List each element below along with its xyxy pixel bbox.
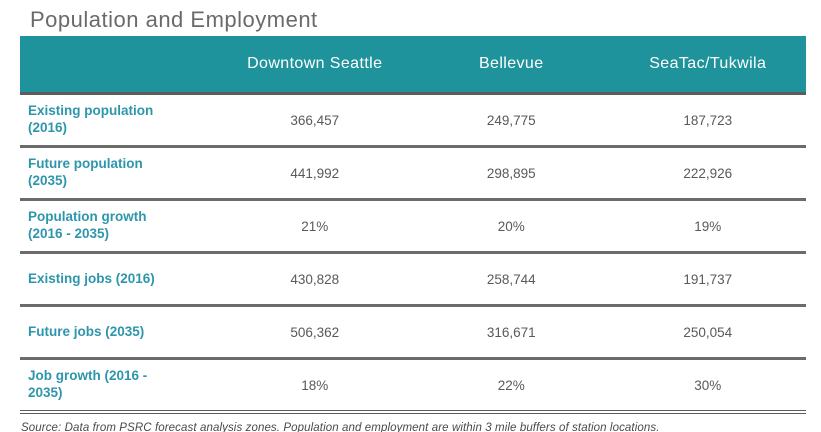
cell-value: 19% xyxy=(609,199,806,254)
population-employment-table: Downtown Seattle Bellevue SeaTac/Tukwila… xyxy=(20,36,806,414)
row-label: Future jobs (2035) xyxy=(20,305,217,360)
table-row: Future population (2035) 441,992 298,895… xyxy=(20,146,806,201)
source-note: Source: Data from PSRC forecast analysis… xyxy=(21,422,660,432)
row-label: Future population (2035) xyxy=(20,146,217,201)
cell-value: 222,926 xyxy=(609,146,806,201)
cell-value: 441,992 xyxy=(216,146,413,201)
header-cell-bellevue: Bellevue xyxy=(413,36,610,95)
header-cell-empty xyxy=(20,36,217,95)
cell-value: 506,362 xyxy=(216,305,413,360)
cell-value: 30% xyxy=(609,358,806,414)
cell-value: 258,744 xyxy=(413,252,610,307)
header-row: Downtown Seattle Bellevue SeaTac/Tukwila xyxy=(20,36,806,95)
cell-value: 191,737 xyxy=(609,252,806,307)
cell-value: 187,723 xyxy=(609,93,806,148)
row-label: Existing population (2016) xyxy=(20,93,217,148)
header-cell-seatac-tukwila: SeaTac/Tukwila xyxy=(609,36,806,95)
cell-value: 249,775 xyxy=(413,93,610,148)
cell-value: 366,457 xyxy=(216,93,413,148)
table-row: Existing population (2016) 366,457 249,7… xyxy=(20,93,806,148)
cell-value: 20% xyxy=(413,199,610,254)
table-row: Future jobs (2035) 506,362 316,671 250,0… xyxy=(20,305,806,360)
table-body: Existing population (2016) 366,457 249,7… xyxy=(20,93,806,414)
cell-value: 430,828 xyxy=(216,252,413,307)
cell-value: 250,054 xyxy=(609,305,806,360)
row-label: Population growth (2016 - 2035) xyxy=(20,199,217,254)
cell-value: 21% xyxy=(216,199,413,254)
page-title: Population and Employment xyxy=(30,7,318,32)
header-cell-downtown-seattle: Downtown Seattle xyxy=(216,36,413,95)
table-row: Job growth (2016 - 2035) 18% 22% 30% xyxy=(20,358,806,414)
table-row: Existing jobs (2016) 430,828 258,744 191… xyxy=(20,252,806,307)
cell-value: 18% xyxy=(216,358,413,414)
row-label: Existing jobs (2016) xyxy=(20,252,217,307)
table-row: Population growth (2016 - 2035) 21% 20% … xyxy=(20,199,806,254)
cell-value: 298,895 xyxy=(413,146,610,201)
cell-value: 316,671 xyxy=(413,305,610,360)
table-header: Downtown Seattle Bellevue SeaTac/Tukwila xyxy=(20,36,806,95)
row-label: Job growth (2016 - 2035) xyxy=(20,358,217,414)
cell-value: 22% xyxy=(413,358,610,414)
